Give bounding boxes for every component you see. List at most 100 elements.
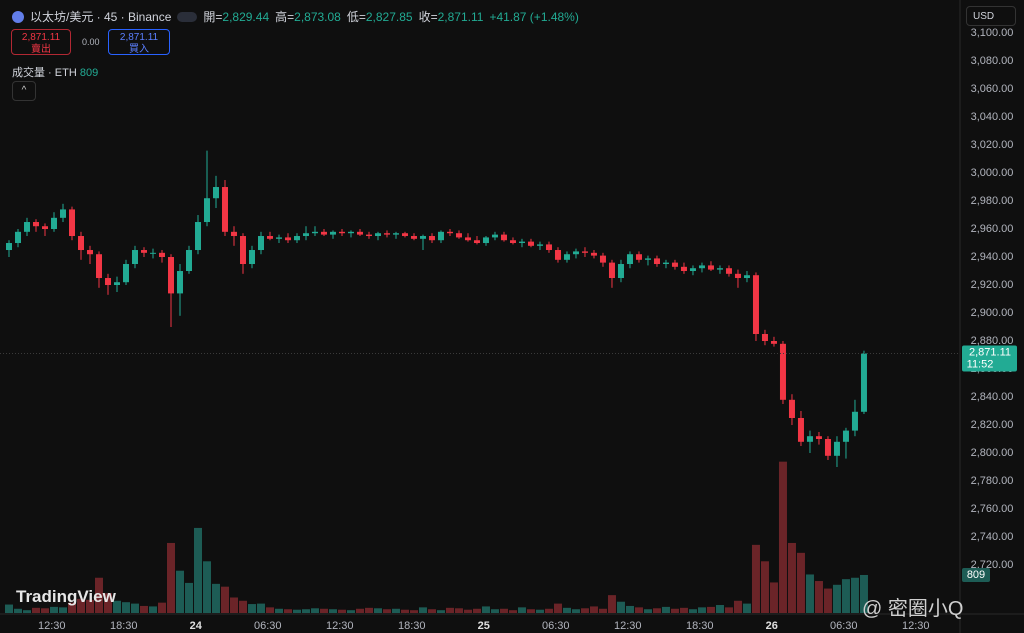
- volume-bar: [319, 608, 328, 613]
- label: 成交量 · ETH: [12, 67, 77, 79]
- volume-bar: [211, 583, 220, 613]
- candle-body: [680, 266, 687, 272]
- volume-bar: [580, 608, 589, 613]
- candle-body: [491, 234, 498, 238]
- candle-body: [86, 250, 93, 255]
- candle-body: [374, 233, 381, 237]
- candle-body: [410, 236, 417, 239]
- value: 2,827.85: [365, 10, 413, 24]
- candle-body: [527, 241, 534, 246]
- currency-select[interactable]: USD: [966, 6, 1016, 26]
- candle-body: [257, 236, 264, 251]
- candle-body: [95, 254, 102, 279]
- candle-body: [599, 255, 606, 263]
- buy-label: 買入: [129, 44, 149, 55]
- candle-body: [608, 262, 615, 279]
- candle-body: [338, 231, 345, 234]
- candle-body: [149, 252, 156, 254]
- volume-bar: [310, 608, 319, 613]
- volume-bar: [346, 610, 355, 613]
- candle-body: [68, 209, 75, 237]
- volume-bar: [328, 609, 337, 613]
- label: 低=: [346, 10, 366, 24]
- last-price-label: 2,871.11: [969, 346, 1011, 358]
- sell-price: 2,871.11: [21, 32, 61, 43]
- volume-bar: [526, 609, 535, 613]
- y-tick-label: 2,840.00: [971, 391, 1014, 403]
- volume-bar: [544, 608, 553, 613]
- volume-bar: [256, 603, 265, 613]
- x-tick-label: 24: [190, 620, 203, 632]
- candle-body: [590, 252, 597, 256]
- y-tick-label: 2,760.00: [971, 503, 1014, 515]
- volume-bar: [166, 542, 175, 613]
- candle-body: [689, 268, 696, 272]
- volume-tag: [962, 567, 990, 582]
- candle-body: [419, 236, 426, 239]
- volume-bar: [742, 603, 751, 613]
- y-tick-label: 3,040.00: [971, 111, 1014, 123]
- candle-body: [122, 264, 129, 283]
- y-tick-label: 3,100.00: [971, 27, 1014, 39]
- volume-bar: [76, 598, 85, 613]
- volume-bar: [67, 602, 76, 613]
- volume-bar: [697, 607, 706, 613]
- x-tick-label: 18:30: [110, 620, 138, 632]
- volume-bar: [607, 595, 616, 613]
- volume-bar: [22, 610, 31, 613]
- spread: 0.00: [82, 37, 100, 47]
- candle-body: [347, 231, 354, 234]
- candle-body: [239, 236, 246, 265]
- candle-body: [653, 258, 660, 265]
- x-tick-label: 18:30: [398, 620, 426, 632]
- logo[interactable]: TradingView: [16, 587, 116, 606]
- label: 高=: [275, 10, 295, 24]
- x-tick-label: 06:30: [542, 620, 570, 632]
- candle-body: [743, 275, 750, 279]
- candle-body: [509, 240, 516, 244]
- volume-bar: [148, 606, 157, 613]
- candle-body: [185, 250, 192, 272]
- volume-bar: [715, 605, 724, 613]
- volume-bar: [247, 604, 256, 613]
- volume-bar: [121, 602, 130, 613]
- volume-bar: [670, 608, 679, 613]
- volume-bar: [472, 608, 481, 613]
- volume-bar: [193, 527, 202, 613]
- candle-body: [5, 243, 12, 251]
- buy-button[interactable]: 2,871.11 買入: [108, 29, 170, 55]
- volume-bar: [400, 609, 409, 613]
- candle-body: [383, 233, 390, 235]
- volume-bar: [796, 552, 805, 613]
- symbol[interactable]: 以太坊/美元 · 45 · Binance: [30, 10, 172, 24]
- volume-bar: [652, 608, 661, 613]
- candle-body: [203, 198, 210, 223]
- volume-bar: [220, 586, 229, 613]
- volume-bar: [724, 607, 733, 613]
- candle-body: [113, 282, 120, 286]
- candle-body: [293, 236, 300, 241]
- candle-body: [860, 353, 867, 412]
- x-tick-label: 12:30: [902, 620, 930, 632]
- ohlc-open: 開=2,829.44: [203, 8, 269, 25]
- buy-price: 2,871.11: [119, 32, 159, 43]
- y-tick-label: 2,980.00: [971, 195, 1014, 207]
- volume-bar: [184, 582, 193, 613]
- candle-body: [302, 233, 309, 237]
- volume-bar: [571, 609, 580, 613]
- candle-body: [842, 430, 849, 442]
- candle-body: [797, 417, 804, 442]
- volume-bar: [427, 609, 436, 613]
- y-tick-label: 2,820.00: [971, 419, 1014, 431]
- candle-body: [248, 250, 255, 265]
- candle-body: [230, 231, 237, 237]
- collapse-button[interactable]: ^: [12, 81, 36, 101]
- volume-bar: [445, 607, 454, 613]
- volume-bar: [499, 608, 508, 613]
- candle-body: [770, 341, 777, 344]
- candle-body: [482, 237, 489, 244]
- volume-bar: [112, 600, 121, 613]
- volume-bar: [598, 608, 607, 613]
- y-tick-label: 2,900.00: [971, 307, 1014, 319]
- sell-button[interactable]: 2,871.11 賣出: [11, 29, 71, 55]
